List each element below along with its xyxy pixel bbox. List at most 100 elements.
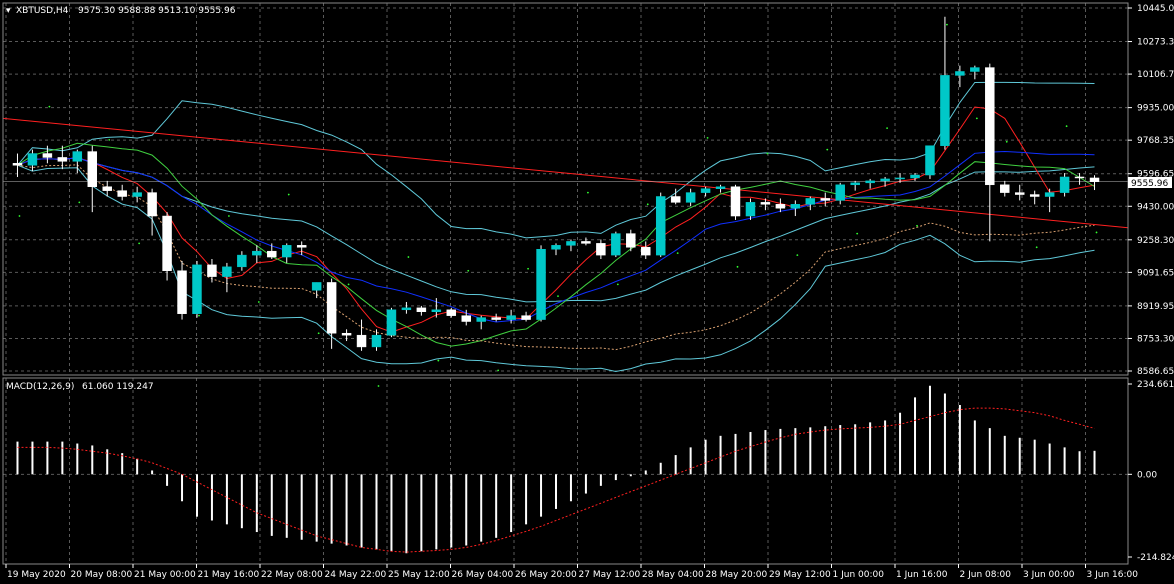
indicator-dot <box>1065 125 1068 128</box>
bull-candle <box>132 192 142 197</box>
bear-candle <box>820 198 830 201</box>
macd-tick-label: -214.824 <box>1137 553 1174 563</box>
bull-candle <box>685 192 696 203</box>
bull-candle <box>805 198 816 205</box>
price-tick-label: 9596.65 <box>1137 170 1174 180</box>
bull-candle <box>835 184 845 201</box>
bull-candle <box>222 266 232 277</box>
indicator-dot <box>856 232 859 235</box>
indicator-dot <box>18 215 21 217</box>
indicator-dot <box>646 203 649 206</box>
bull-candle <box>192 264 202 314</box>
price-tick-label: 10273.35 <box>1137 38 1174 48</box>
current-price-label: 9555.96 <box>1131 179 1168 189</box>
bear-candle <box>760 202 771 205</box>
bear-candle <box>1029 194 1040 197</box>
time-tick-label: 27 May 12:00 <box>579 570 641 580</box>
bull-candle <box>865 180 875 184</box>
indicator-dot <box>1035 246 1038 249</box>
bear-candle <box>207 264 217 277</box>
time-tick-label: 29 May 12:00 <box>769 570 831 580</box>
bollinger-middle-line <box>17 157 1095 303</box>
time-tick-label: 21 May 00:00 <box>134 570 196 580</box>
indicator-dot <box>198 314 200 317</box>
bear-candle <box>491 317 501 320</box>
indicator-dot <box>108 138 111 141</box>
bull-candle <box>311 282 322 291</box>
bull-candle <box>745 202 756 217</box>
bull-candle <box>1059 176 1070 193</box>
bull-candle <box>970 67 980 72</box>
bull-candle <box>476 317 486 322</box>
bear-candle <box>267 250 277 258</box>
indicator-dot <box>796 254 799 257</box>
bear-candle <box>416 307 427 312</box>
bear-candle <box>12 163 23 166</box>
bear-candle <box>730 186 741 217</box>
time-tick-label: 1 Jun 00:00 <box>833 570 885 580</box>
bear-candle <box>1074 176 1085 179</box>
bear-candle <box>670 196 681 203</box>
indicator-dot <box>1005 140 1008 143</box>
indicator-dot <box>975 117 978 120</box>
bear-candle <box>581 241 591 244</box>
time-tick-label: 26 May 20:00 <box>515 570 577 580</box>
slow-ma-line <box>17 150 1095 323</box>
bull-candle <box>940 75 950 146</box>
price-panel-frame <box>2 2 1129 376</box>
time-tick-label: 25 May 12:00 <box>388 570 450 580</box>
indicator-dot <box>1095 231 1098 234</box>
price-tick-label: 8586.65 <box>1137 367 1174 377</box>
time-tick-label: 28 May 20:00 <box>706 570 768 580</box>
time-tick-label: 26 May 04:00 <box>452 570 514 580</box>
bull-candle <box>566 241 576 246</box>
time-tick-label: 19 May 2020 <box>7 570 66 580</box>
bull-candle <box>282 245 292 258</box>
bear-candle <box>985 67 995 186</box>
bear-candle <box>326 282 337 334</box>
header-arrow-icon[interactable]: ▾ <box>6 6 11 16</box>
bull-candle <box>536 248 546 320</box>
bear-candle <box>1000 184 1010 193</box>
indicator-dot <box>616 283 619 286</box>
bull-candle <box>715 186 726 189</box>
indicator-dot <box>467 269 470 272</box>
price-tick-label: 8753.30 <box>1137 334 1174 344</box>
bull-candle <box>27 153 38 166</box>
macd-tick-label: 234.661 <box>1137 380 1174 390</box>
macd-series <box>16 385 1096 554</box>
indicator-dot <box>257 301 260 303</box>
indicator-dot <box>916 224 918 227</box>
time-tick-label: 3 Jun 16:00 <box>1087 570 1139 580</box>
bull-candle <box>401 307 412 311</box>
time-tick-label: 1 Jun 16:00 <box>896 570 948 580</box>
bull-candle <box>72 151 83 162</box>
price-tick-label: 9768.35 <box>1137 136 1174 146</box>
indicator-dot <box>497 369 500 372</box>
bear-candle <box>356 334 367 348</box>
current-price-tag <box>1128 177 1172 188</box>
bull-candle <box>431 309 442 312</box>
bear-candle <box>641 247 651 256</box>
indicator-dot <box>48 105 51 108</box>
bull-candle <box>386 309 397 336</box>
price-tick-label: 10106.70 <box>1137 70 1174 80</box>
bear-candle <box>1089 177 1100 182</box>
bear-candle <box>57 157 68 162</box>
bull-candle <box>955 71 965 76</box>
ohlc-label: 9575.30 9588.88 9513.10 9555.96 <box>78 6 236 16</box>
bear-candle <box>446 309 457 316</box>
bull-candle <box>895 177 905 180</box>
indicator-dot <box>557 295 559 298</box>
indicator-dot <box>317 332 320 335</box>
bull-candle <box>611 233 621 256</box>
bear-candle <box>177 270 187 314</box>
candlestick-series <box>12 16 1100 351</box>
bull-candle <box>551 245 561 250</box>
indicator-dot <box>377 385 380 387</box>
indicator-dot <box>766 152 769 155</box>
bull-candle <box>1044 192 1055 197</box>
macd-values-label: 61.060 119.247 <box>82 382 154 392</box>
